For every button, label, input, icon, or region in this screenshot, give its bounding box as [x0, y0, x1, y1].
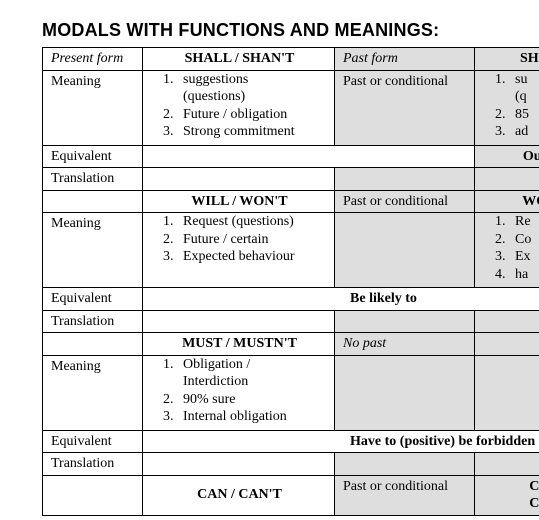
- should-meanings: su(q 85 ad: [475, 70, 539, 145]
- list-item: suggestions(questions): [177, 71, 328, 106]
- list-item: Future / certain: [177, 231, 328, 249]
- would-translation: [475, 310, 539, 333]
- spacer: [43, 475, 143, 515]
- must-past-cell: [335, 355, 475, 430]
- list-item: Internal obligation: [177, 408, 328, 426]
- row-label-equivalent: Equivalent: [43, 145, 143, 168]
- spacer: [43, 333, 143, 356]
- shall-translation: [143, 168, 335, 191]
- list-item: Ex: [509, 248, 539, 266]
- can-header: CAN / CAN'T: [143, 475, 335, 515]
- must-past-header: No past: [335, 333, 475, 356]
- should-translation: [475, 168, 539, 191]
- list-item: Expected behaviour: [177, 248, 328, 266]
- page-title: MODALS WITH FUNCTIONS AND MEANINGS:: [42, 20, 539, 41]
- must-translation-past: [335, 453, 475, 476]
- row-label-equivalent: Equivalent: [43, 430, 143, 453]
- list-item: ad: [509, 123, 539, 141]
- shall-header: SHALL / SHAN'T: [143, 48, 335, 71]
- col-past: Past form: [335, 48, 475, 71]
- list-item: Request (questions): [177, 213, 328, 231]
- list-item: Re: [509, 213, 539, 231]
- must-meanings: Obligation /Interdiction 90% sure Intern…: [143, 355, 335, 430]
- will-meanings: Request (questions) Future / certain Exp…: [143, 213, 335, 288]
- list-item: Obligation /Interdiction: [177, 356, 328, 391]
- could-header: COULCOUL: [475, 475, 539, 515]
- should-header: SHOULD: [475, 48, 539, 71]
- spacer: [43, 190, 143, 213]
- row-label-equivalent: Equivalent: [43, 288, 143, 311]
- row-label-translation: Translation: [43, 168, 143, 191]
- shall-equiv: [143, 145, 475, 168]
- must-right-header: [475, 333, 539, 356]
- will-translation: [143, 310, 335, 333]
- must-translation: [143, 453, 335, 476]
- list-item: Future / obligation: [177, 106, 328, 124]
- will-equiv: Be likely to: [143, 288, 539, 311]
- list-item: 90% sure: [177, 391, 328, 409]
- can-past-header: Past or conditional: [335, 475, 475, 515]
- list-item: Strong commitment: [177, 123, 328, 141]
- will-past-header: Past or conditional: [335, 190, 475, 213]
- list-item: Co: [509, 231, 539, 249]
- list-item: su(q: [509, 71, 539, 106]
- would-header: WOULD: [475, 190, 539, 213]
- row-label-meaning: Meaning: [43, 70, 143, 145]
- would-meanings: Re Co Ex ha: [475, 213, 539, 288]
- row-label-meaning: Meaning: [43, 213, 143, 288]
- modals-table: Present form SHALL / SHAN'T Past form SH…: [42, 47, 539, 516]
- row-label-translation: Translation: [43, 310, 143, 333]
- had-to: Had to: [475, 355, 539, 430]
- will-past-cell: [335, 213, 475, 288]
- list-item: 85: [509, 106, 539, 124]
- row-label-translation: Translation: [43, 453, 143, 476]
- must-translation-right: [475, 453, 539, 476]
- will-header: WILL / WON'T: [143, 190, 335, 213]
- must-equiv: Have to (positive) be forbidden to, can'…: [143, 430, 539, 453]
- shall-past-cell: Past or conditional: [335, 70, 475, 145]
- list-item: ha: [509, 266, 539, 284]
- shall-meanings: suggestions(questions) Future / obligati…: [143, 70, 335, 145]
- ought-to: Ought to: [475, 145, 539, 168]
- will-translation-past: [335, 310, 475, 333]
- col-present: Present form: [43, 48, 143, 71]
- row-label-meaning: Meaning: [43, 355, 143, 430]
- shall-translation-past: [335, 168, 475, 191]
- must-header: MUST / MUSTN'T: [143, 333, 335, 356]
